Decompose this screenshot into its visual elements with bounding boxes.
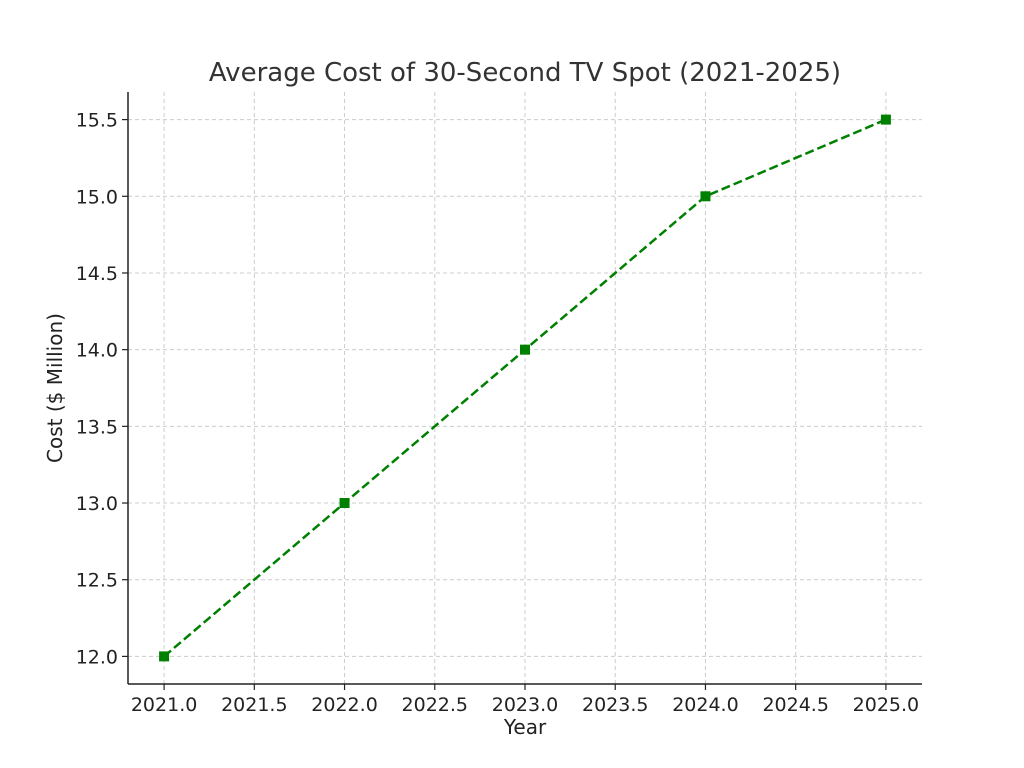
data-point-marker bbox=[520, 344, 530, 355]
x-tick-label: 2021.5 bbox=[221, 694, 287, 716]
y-tick-label: 12.5 bbox=[76, 570, 118, 592]
data-point-marker bbox=[880, 114, 891, 125]
chart-title: Average Cost of 30-Second TV Spot (2021-… bbox=[209, 58, 841, 88]
y-axis-label: Cost ($ Million) bbox=[43, 313, 67, 463]
x-axis-label: Year bbox=[503, 715, 547, 739]
y-tick-label: 15.5 bbox=[76, 110, 118, 132]
data-point-marker bbox=[339, 498, 350, 509]
y-tick-label: 13.0 bbox=[76, 493, 118, 515]
x-tick-label: 2022.0 bbox=[311, 694, 377, 716]
data-point-marker bbox=[700, 191, 711, 202]
x-axis-ticks: 2021.0 2021.5 2022.0 2022.5 2023.0 2023.5 2024… bbox=[131, 684, 919, 716]
y-axis-ticks: 12.0 12.5 13.0 13.5 14.0 14.5 15.0 15.5 bbox=[76, 110, 128, 668]
y-tick-label: 13.5 bbox=[76, 416, 118, 438]
x-tick-label: 2023.0 bbox=[492, 694, 558, 716]
y-tick-label: 14.5 bbox=[76, 263, 118, 285]
x-tick-label: 2021.0 bbox=[131, 694, 197, 716]
y-tick-label: 14.0 bbox=[76, 340, 118, 362]
x-tick-label: 2024.0 bbox=[672, 694, 738, 716]
x-tick-label: 2025.0 bbox=[853, 694, 919, 716]
x-tick-label: 2022.5 bbox=[402, 694, 468, 716]
y-tick-label: 15.0 bbox=[76, 186, 118, 208]
x-tick-label: 2024.5 bbox=[762, 694, 828, 716]
x-tick-label: 2023.5 bbox=[582, 694, 648, 716]
y-tick-label: 12.0 bbox=[76, 646, 118, 668]
data-point-marker bbox=[159, 651, 170, 662]
grid bbox=[128, 92, 922, 684]
series-layer bbox=[159, 114, 891, 662]
